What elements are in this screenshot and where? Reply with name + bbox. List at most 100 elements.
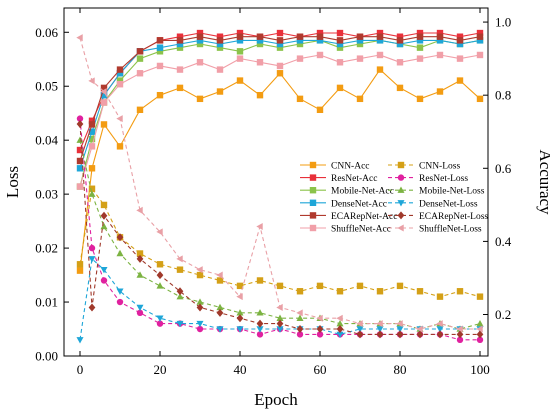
data-point-densenet-loss-15 <box>356 326 364 333</box>
series-densenet-acc <box>76 37 484 172</box>
legend-label-shufflenet-acc: ShuffleNet-Acc <box>331 224 391 235</box>
data-point-cnn-acc-3 <box>116 143 124 150</box>
data-point-shufflenet-loss-13 <box>316 314 323 322</box>
data-point-mobile-net-loss-12 <box>296 314 304 321</box>
y-axis-right-title: Accuracy <box>536 149 550 215</box>
data-point-cnn-acc-11 <box>276 70 284 77</box>
data-point-mobile-net-loss-14 <box>336 319 344 327</box>
data-point-densenet-acc-6 <box>176 40 184 48</box>
data-point-densenet-loss-19 <box>436 326 444 333</box>
data-point-cnn-loss-14 <box>336 288 344 295</box>
data-point-ecarepnet-loss-3 <box>116 233 124 242</box>
data-point-mobile-net-loss-9 <box>236 309 244 316</box>
data-point-resnet-loss-4 <box>136 309 144 317</box>
data-point-mobile-net-loss-11 <box>276 314 284 321</box>
data-point-densenet-acc-17 <box>396 40 404 48</box>
data-point-shufflenet-acc-4 <box>136 70 144 77</box>
data-point-densenet-acc-7 <box>196 37 204 44</box>
data-point-shufflenet-acc-9 <box>236 55 244 62</box>
data-point-cnn-loss-20 <box>456 288 464 295</box>
data-point-cnn-acc-19 <box>436 88 444 95</box>
data-point-cnn-acc-21 <box>476 95 484 103</box>
data-point-ecarepnet-loss-13 <box>316 325 324 334</box>
data-point-ecarepnet-acc-10 <box>256 33 264 40</box>
data-point-ecarepnet-loss-18 <box>416 330 424 339</box>
data-point-shufflenet-acc-21 <box>476 51 484 59</box>
legend-label-densenet-acc: DenseNet-Acc <box>331 199 387 209</box>
y-right-tick-label-3: 0.8 <box>495 88 511 103</box>
data-point-cnn-acc-16 <box>376 66 384 73</box>
legend-marker-ecarepnet-loss <box>397 211 405 220</box>
data-point-ecarepnet-loss-5 <box>156 271 164 280</box>
data-point-ecarepnet-acc-12 <box>296 33 304 40</box>
data-point-shufflenet-loss-15 <box>356 320 363 328</box>
data-point-cnn-loss-15 <box>356 282 364 290</box>
data-point-ecarepnet-loss-14 <box>336 325 344 334</box>
legend-label-densenet-loss: DenseNet-Loss <box>419 199 478 209</box>
data-point-ecarepnet-acc-4 <box>136 48 144 55</box>
data-point-mobile-net-acc-5 <box>156 48 164 55</box>
legend-label-cnn-loss: CNN-Loss <box>419 162 460 172</box>
data-point-ecarepnet-loss-6 <box>176 287 184 296</box>
data-point-shufflenet-loss-16 <box>376 320 383 328</box>
data-point-mobile-net-loss-0 <box>76 136 84 143</box>
legend-item-cnn-loss: CNN-Loss <box>388 162 460 172</box>
legend-item-mobile-net-loss: Mobile-Net-Loss <box>388 186 485 197</box>
data-point-densenet-acc-8 <box>216 40 224 48</box>
data-point-densenet-acc-18 <box>416 37 424 44</box>
data-point-cnn-loss-16 <box>376 288 384 295</box>
data-point-mobile-net-acc-8 <box>216 44 224 51</box>
data-point-shufflenet-acc-7 <box>196 59 204 66</box>
data-point-mobile-net-acc-18 <box>416 44 424 51</box>
data-point-densenet-loss-0 <box>76 337 84 344</box>
data-point-resnet-acc-18 <box>416 29 424 37</box>
legend-label-resnet-acc: ResNet-Acc <box>331 174 377 184</box>
data-point-shufflenet-loss-12 <box>296 309 303 317</box>
plot-frame <box>63 7 489 357</box>
legend-marker-mobile-net-acc <box>309 187 317 194</box>
data-point-mobile-net-loss-8 <box>216 303 224 311</box>
legend-item-densenet-acc: DenseNet-Acc <box>300 199 387 209</box>
data-point-shufflenet-acc-20 <box>456 55 464 62</box>
data-point-mobile-net-acc-7 <box>196 40 204 48</box>
legend: CNN-Acc ResNet-Acc Mobile-Net-Acc DenseNet-… <box>300 162 488 235</box>
data-point-shufflenet-loss-4 <box>136 206 143 214</box>
x-tick-label-1: 20 <box>154 362 167 377</box>
series-line-cnn-loss <box>79 188 481 298</box>
data-point-resnet-acc-6 <box>176 33 184 40</box>
data-point-ecarepnet-acc-18 <box>416 33 424 40</box>
data-point-cnn-loss-7 <box>196 271 204 279</box>
data-point-densenet-acc-21 <box>476 37 484 44</box>
data-point-shufflenet-loss-6 <box>176 255 183 263</box>
data-point-cnn-loss-2 <box>100 201 108 209</box>
data-point-densenet-acc-10 <box>256 37 264 44</box>
series-line-mobile-net-acc <box>79 39 481 187</box>
data-point-densenet-loss-4 <box>136 304 144 312</box>
data-point-shufflenet-acc-17 <box>396 59 404 66</box>
series-cnn-loss <box>76 185 484 300</box>
data-point-densenet-loss-14 <box>336 331 344 339</box>
data-point-cnn-loss-8 <box>216 277 224 284</box>
data-point-mobile-net-loss-3 <box>116 249 124 257</box>
y-left-tick-label-4: 0.04 <box>35 133 58 148</box>
legend-label-cnn-acc: CNN-Acc <box>331 162 370 172</box>
data-point-mobile-net-loss-4 <box>136 271 144 278</box>
y-left-tick-label-0: 0.00 <box>35 349 58 364</box>
data-point-shufflenet-loss-10 <box>256 222 263 231</box>
data-point-resnet-loss-0 <box>76 115 84 122</box>
data-point-mobile-net-loss-1 <box>88 190 96 197</box>
data-point-shufflenet-loss-18 <box>416 325 423 333</box>
data-point-cnn-acc-1 <box>88 165 96 172</box>
data-point-shufflenet-loss-1 <box>88 77 95 85</box>
data-point-mobile-net-acc-12 <box>296 40 304 48</box>
data-point-densenet-acc-12 <box>296 37 304 44</box>
data-point-ecarepnet-loss-12 <box>296 325 304 334</box>
data-point-ecarepnet-loss-15 <box>356 330 364 339</box>
legend-label-ecarepnet-loss: ECARepNet-Loss <box>419 212 488 222</box>
data-point-resnet-loss-3 <box>116 298 124 306</box>
data-point-shufflenet-loss-9 <box>236 293 243 301</box>
data-point-cnn-acc-12 <box>296 95 304 103</box>
y-right-tick-label-0: 0.2 <box>495 307 511 322</box>
